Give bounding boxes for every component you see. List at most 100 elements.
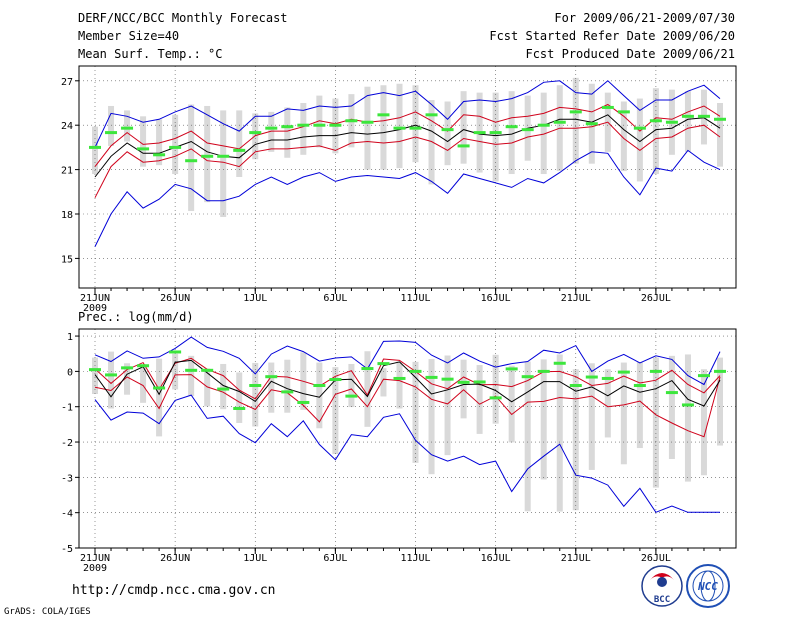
green-marker xyxy=(185,368,198,372)
y-tick-label: -1 xyxy=(61,403,73,414)
observation-bar xyxy=(620,362,627,465)
observation-bar xyxy=(204,105,211,203)
green-marker xyxy=(217,154,230,158)
green-marker xyxy=(105,131,118,135)
y-tick-label: -4 xyxy=(61,509,73,520)
green-marker xyxy=(585,122,598,126)
observation-bar xyxy=(444,101,451,166)
x-year-label: 2009 xyxy=(83,563,107,574)
green-marker xyxy=(585,375,598,379)
observation-bar xyxy=(140,116,147,167)
observation-bar xyxy=(412,361,419,463)
observation-bar xyxy=(124,110,131,142)
green-marker xyxy=(521,128,534,132)
green-marker xyxy=(105,373,118,377)
observation-bar xyxy=(236,110,243,177)
green-marker xyxy=(681,114,694,118)
green-marker xyxy=(393,376,406,380)
observation-bar xyxy=(524,361,531,512)
green-marker xyxy=(569,384,582,388)
observation-bar xyxy=(316,362,323,429)
green-marker xyxy=(714,369,726,373)
green-marker xyxy=(249,384,262,388)
observation-bar xyxy=(476,365,483,434)
observation-bar xyxy=(300,103,307,155)
observation-bar xyxy=(380,85,387,170)
green-marker xyxy=(329,378,342,382)
x-tick-label: 26JUL xyxy=(641,553,671,564)
observation-bar xyxy=(572,369,579,511)
green-marker xyxy=(601,376,614,380)
y-tick-label: 27 xyxy=(61,77,73,88)
observation-bar xyxy=(172,114,179,175)
green-marker xyxy=(313,384,326,388)
green-marker xyxy=(457,144,470,148)
observation-bar xyxy=(268,362,275,413)
chart-main-title: DERF/NCC/BCC Monthly Forecast xyxy=(78,11,288,25)
green-marker xyxy=(633,384,646,388)
green-marker xyxy=(473,131,486,135)
green-marker xyxy=(297,400,310,404)
observation-bar xyxy=(717,357,723,446)
observation-bar xyxy=(396,361,403,409)
observation-bar xyxy=(364,351,371,427)
bcc-logo-text: BCC xyxy=(654,595,670,605)
green-marker xyxy=(329,123,342,127)
y-tick-label: -2 xyxy=(61,438,73,449)
green-marker xyxy=(201,154,214,158)
green-marker xyxy=(714,117,726,121)
plot-frame xyxy=(78,328,737,549)
green-marker xyxy=(537,369,550,373)
observation-bar xyxy=(604,369,611,438)
green-marker xyxy=(617,370,630,374)
green-marker xyxy=(137,364,150,368)
green-marker xyxy=(249,131,262,135)
forecast-period-label: For 2009/06/21-2009/07/30 xyxy=(554,11,735,25)
green-marker xyxy=(489,131,502,135)
observation-bar xyxy=(508,365,515,443)
green-marker xyxy=(153,153,166,157)
green-marker xyxy=(569,110,582,114)
x-tick-label: 6JUL xyxy=(323,553,347,564)
green-marker xyxy=(489,396,502,400)
series-line-max xyxy=(94,80,721,148)
green-marker xyxy=(617,110,630,114)
bcc-logo-flame-icon xyxy=(650,573,674,580)
green-marker xyxy=(441,128,454,132)
observation-bar xyxy=(684,354,691,482)
green-marker xyxy=(89,145,101,149)
observation-bar xyxy=(364,86,371,170)
series-line-lower xyxy=(94,374,721,438)
observation-bar xyxy=(220,110,227,217)
observation-bar xyxy=(620,101,627,172)
green-marker xyxy=(233,406,246,410)
observation-bar xyxy=(316,95,323,148)
observation-bar xyxy=(124,363,131,395)
green-marker xyxy=(441,377,454,381)
observation-bar xyxy=(156,358,163,437)
observation-bar xyxy=(332,367,339,455)
bcc-logo-globe-icon xyxy=(657,577,667,587)
green-marker xyxy=(153,386,166,390)
y-tick-label: 15 xyxy=(61,254,73,265)
series-line-max xyxy=(94,336,721,386)
observation-bar xyxy=(684,91,691,152)
x-tick-label: 16JUL xyxy=(481,553,511,564)
y-tick-label: 1 xyxy=(67,332,73,343)
green-marker xyxy=(137,147,150,151)
green-marker xyxy=(697,114,710,118)
green-marker xyxy=(537,123,550,127)
green-marker xyxy=(505,125,518,129)
x-tick-label: 16JUL xyxy=(481,293,511,304)
observation-bar xyxy=(428,100,435,185)
source-url[interactable]: http://cmdp.ncc.cma.gov.cn xyxy=(72,583,276,598)
observation-bar xyxy=(508,91,515,175)
green-marker xyxy=(361,120,374,124)
green-marker xyxy=(377,362,390,366)
x-tick-label: 11JUL xyxy=(400,293,430,304)
series-line-mean xyxy=(94,114,721,178)
observation-bar xyxy=(588,363,595,470)
green-marker xyxy=(281,125,294,129)
green-marker xyxy=(425,113,438,117)
